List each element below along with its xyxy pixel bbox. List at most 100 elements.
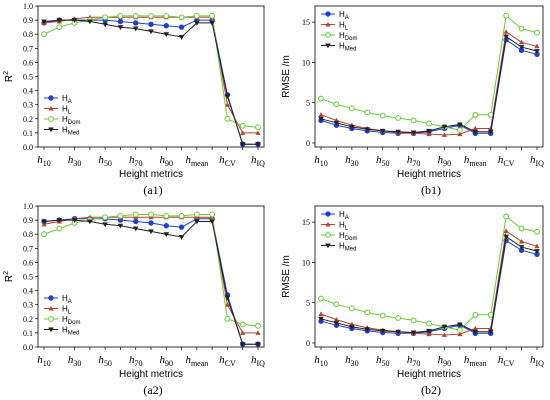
data-point	[488, 125, 494, 131]
legend-swatch-marker	[48, 327, 54, 333]
data-point	[518, 238, 525, 244]
legend-label: HMed	[339, 42, 356, 53]
legend-label: HMed	[62, 326, 79, 337]
data-point	[441, 132, 448, 137]
data-point	[518, 245, 525, 250]
x-tick-label-base: h	[68, 354, 74, 366]
y-axis-title: R2	[3, 271, 15, 282]
legend-swatch-marker	[325, 243, 331, 249]
x-tick-label: h30	[68, 154, 82, 168]
y-axis-title-text: R	[4, 275, 15, 282]
y-axis-title: RMSE /m	[281, 55, 292, 98]
data-point	[426, 331, 432, 337]
y-tick-label: 10	[302, 58, 310, 67]
data-point	[457, 331, 463, 337]
data-point	[410, 330, 417, 336]
data-point	[426, 128, 432, 134]
data-point	[441, 324, 448, 330]
data-point	[224, 102, 231, 107]
x-tick-label-base: h	[251, 354, 257, 366]
x-tick-label: hCV	[219, 354, 236, 368]
data-point	[457, 122, 463, 128]
x-tick-label-base: h	[251, 154, 257, 166]
y-tick-label: 15	[302, 218, 310, 227]
data-point	[224, 315, 231, 322]
data-point	[41, 231, 47, 238]
legend-label: HL	[62, 305, 72, 316]
legend-swatch-marker	[325, 11, 331, 17]
data-point	[426, 328, 432, 334]
x-tick-label-base: h	[129, 154, 135, 166]
y-axis-title: R2	[3, 71, 15, 82]
data-point	[318, 95, 324, 102]
legend-label-sub: Med	[68, 331, 80, 337]
data-point	[209, 219, 215, 225]
data-point	[333, 101, 340, 108]
data-point	[518, 45, 525, 50]
legend-item: HA	[321, 10, 349, 21]
x-tick-label-sub: 70	[134, 159, 142, 168]
x-tick-label-sub: mean	[469, 159, 486, 168]
legend-item: HMed	[321, 42, 356, 53]
x-tick-label: h10	[37, 354, 51, 368]
data-point	[71, 18, 78, 23]
data-point	[503, 34, 509, 40]
x-tick-label-sub: CV	[503, 159, 514, 168]
data-point	[426, 320, 432, 327]
y-tick-label: 1.0	[23, 202, 33, 211]
y-tick-label: 0.5	[23, 73, 33, 82]
x-tick-label-base: h	[314, 154, 320, 166]
x-tick-label-sub: 50	[104, 159, 112, 168]
data-point	[364, 109, 371, 116]
x-tick-label-sub: 10	[320, 359, 328, 368]
data-point	[255, 124, 261, 131]
data-point	[132, 226, 139, 232]
series-h-a	[41, 17, 261, 147]
legend-label-base: H	[339, 10, 345, 19]
x-tick-label: hmean	[464, 354, 487, 368]
legend-label-base: H	[339, 21, 345, 30]
legend-label: HA	[62, 94, 72, 105]
x-tick-label-base: h	[185, 354, 191, 366]
y-tick-label: 5	[306, 99, 310, 108]
x-tick-label-sub: 50	[381, 159, 389, 168]
series-line	[43, 16, 258, 134]
data-point	[117, 212, 124, 219]
data-point	[102, 22, 108, 28]
legend-label-base: H	[62, 305, 68, 314]
legend-label-sub: L	[68, 310, 72, 316]
x-tick-label: h70	[129, 154, 143, 168]
data-point	[255, 330, 261, 335]
panel-label: (a2)	[143, 383, 162, 397]
data-point	[472, 329, 479, 335]
data-point	[41, 31, 47, 38]
data-point	[364, 327, 371, 333]
y-tick-label: 0.1	[23, 329, 33, 338]
legend-swatch-marker	[325, 43, 331, 49]
data-point	[224, 302, 231, 307]
legend-item: HL	[321, 21, 349, 32]
legend-label-base: H	[62, 115, 68, 124]
y-tick-label: 0.2	[23, 315, 33, 324]
x-tick-label-base: h	[160, 354, 166, 366]
x-tick-label: hCV	[498, 354, 515, 368]
legend-label: HDom	[339, 31, 357, 42]
x-tick-label-base: h	[98, 354, 104, 366]
data-point	[333, 320, 340, 326]
data-point	[457, 131, 463, 137]
legend-item: HL	[44, 105, 72, 116]
x-tick-label: hIQ	[530, 354, 544, 368]
data-point	[178, 24, 185, 30]
data-point	[117, 12, 124, 19]
legend-label: HL	[339, 21, 349, 32]
data-point	[472, 125, 478, 131]
data-point	[193, 12, 200, 19]
legend-label-base: H	[62, 105, 68, 114]
x-tick-label: h10	[37, 154, 51, 168]
x-tick-label-base: h	[98, 154, 104, 166]
data-point	[333, 317, 340, 322]
x-axis-title: Height metrics	[397, 369, 461, 380]
x-tick-label-base: h	[464, 354, 470, 366]
